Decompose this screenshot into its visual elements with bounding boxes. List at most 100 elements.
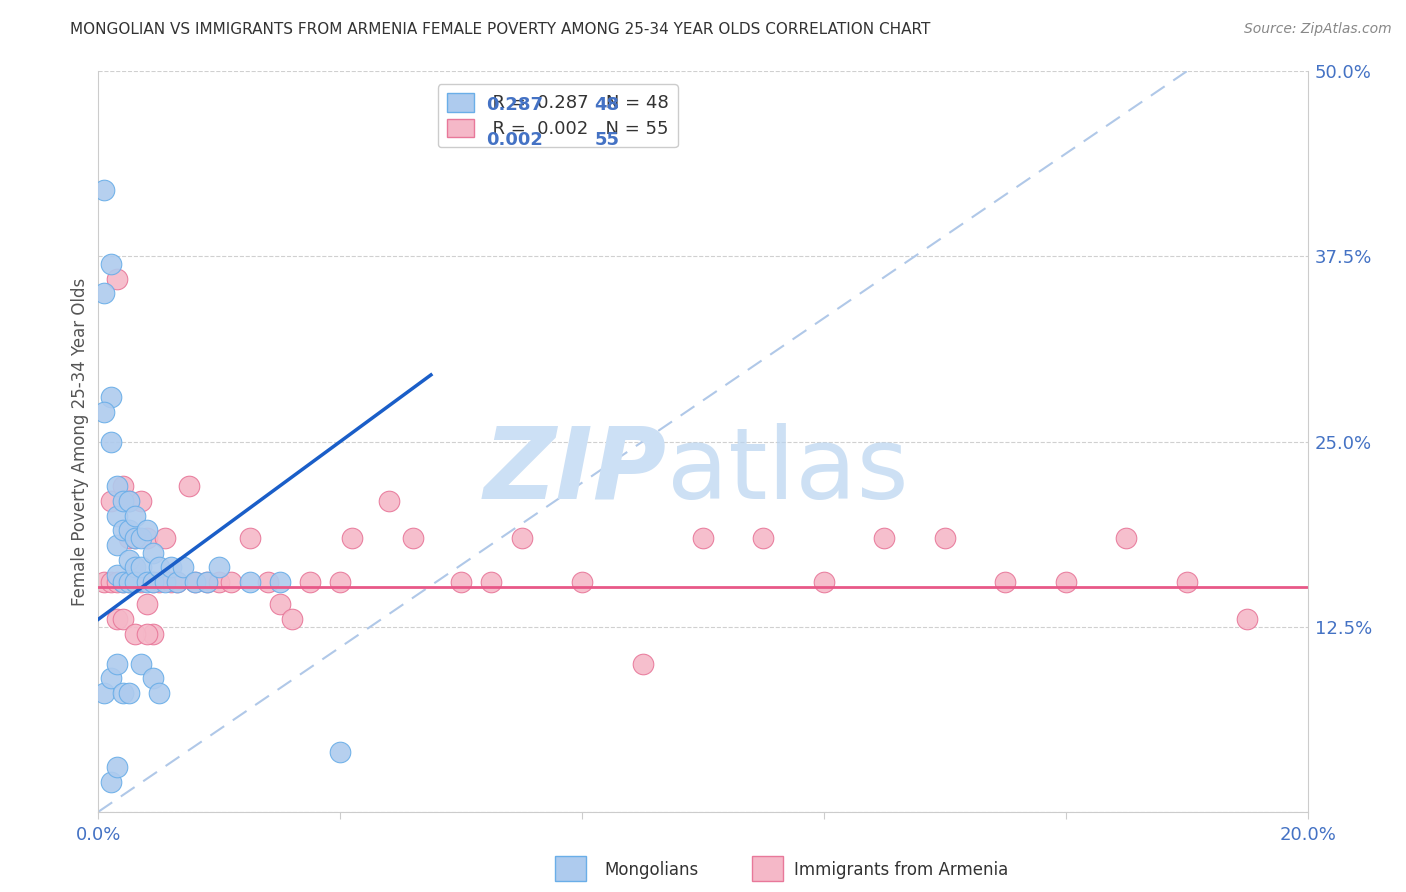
Point bbox=[129, 575, 152, 590]
Point bbox=[111, 479, 134, 493]
Point bbox=[105, 271, 128, 285]
Point bbox=[100, 493, 122, 508]
Point bbox=[184, 575, 207, 590]
Point bbox=[481, 575, 503, 590]
Point bbox=[269, 575, 291, 590]
Point bbox=[239, 575, 262, 590]
Point bbox=[111, 686, 134, 700]
Point bbox=[100, 775, 122, 789]
Point bbox=[402, 531, 425, 545]
Point bbox=[1054, 575, 1077, 590]
Point bbox=[111, 524, 134, 538]
Text: Mongolians: Mongolians bbox=[605, 861, 699, 879]
Point bbox=[148, 560, 170, 574]
Text: atlas: atlas bbox=[666, 423, 908, 520]
Point bbox=[100, 390, 122, 404]
Point bbox=[105, 760, 128, 774]
Point bbox=[1115, 531, 1137, 545]
Point bbox=[129, 531, 152, 545]
Point bbox=[105, 657, 128, 671]
Text: 48: 48 bbox=[595, 95, 619, 114]
Point bbox=[166, 575, 188, 590]
Point bbox=[105, 575, 128, 590]
Point bbox=[142, 575, 165, 590]
Point bbox=[1175, 575, 1198, 590]
Point bbox=[118, 524, 141, 538]
Point bbox=[142, 672, 165, 686]
Point bbox=[135, 598, 157, 612]
Point bbox=[135, 531, 157, 545]
Point bbox=[342, 531, 364, 545]
Point bbox=[329, 746, 352, 760]
Point bbox=[100, 257, 122, 271]
Text: 55: 55 bbox=[595, 131, 619, 149]
Point bbox=[118, 575, 141, 590]
Point bbox=[179, 479, 201, 493]
Point bbox=[631, 657, 654, 671]
Point bbox=[105, 479, 128, 493]
Point bbox=[195, 575, 218, 590]
Point bbox=[118, 493, 141, 508]
Legend:   R =  0.287   N = 48,   R =  0.002   N = 55: R = 0.287 N = 48, R = 0.002 N = 55 bbox=[437, 84, 678, 147]
Point bbox=[184, 575, 207, 590]
Text: 0.002: 0.002 bbox=[486, 131, 544, 149]
Point bbox=[172, 560, 194, 574]
Point bbox=[111, 612, 134, 626]
Point bbox=[135, 627, 157, 641]
Text: ZIP: ZIP bbox=[484, 423, 666, 520]
Point bbox=[269, 598, 291, 612]
Text: Immigrants from Armenia: Immigrants from Armenia bbox=[794, 861, 1008, 879]
Point bbox=[510, 531, 533, 545]
Point bbox=[153, 531, 176, 545]
Point bbox=[329, 575, 352, 590]
Point bbox=[111, 575, 134, 590]
Point bbox=[118, 531, 141, 545]
Point bbox=[160, 575, 183, 590]
Point bbox=[571, 575, 593, 590]
Point bbox=[135, 524, 157, 538]
Point bbox=[221, 575, 243, 590]
Point bbox=[873, 531, 896, 545]
Point bbox=[142, 546, 165, 560]
Point bbox=[129, 657, 152, 671]
Point bbox=[256, 575, 278, 590]
Point bbox=[281, 612, 304, 626]
Text: 0.287: 0.287 bbox=[486, 95, 544, 114]
Point bbox=[105, 508, 128, 523]
Point bbox=[124, 508, 146, 523]
Point bbox=[105, 538, 128, 552]
Point bbox=[118, 493, 141, 508]
Point bbox=[166, 575, 188, 590]
Text: MONGOLIAN VS IMMIGRANTS FROM ARMENIA FEMALE POVERTY AMONG 25-34 YEAR OLDS CORREL: MONGOLIAN VS IMMIGRANTS FROM ARMENIA FEM… bbox=[70, 22, 931, 37]
Point bbox=[124, 575, 146, 590]
Point bbox=[450, 575, 472, 590]
Point bbox=[93, 286, 115, 301]
Point bbox=[692, 531, 714, 545]
Point bbox=[118, 686, 141, 700]
Point bbox=[160, 560, 183, 574]
Point bbox=[148, 686, 170, 700]
Point bbox=[124, 627, 146, 641]
Point bbox=[148, 575, 170, 590]
Point bbox=[129, 493, 152, 508]
Text: Source: ZipAtlas.com: Source: ZipAtlas.com bbox=[1244, 22, 1392, 37]
Point bbox=[752, 531, 775, 545]
Point bbox=[124, 531, 146, 545]
Point bbox=[299, 575, 322, 590]
Point bbox=[118, 575, 141, 590]
Point bbox=[934, 531, 956, 545]
Point bbox=[93, 183, 115, 197]
Point bbox=[208, 560, 231, 574]
Point bbox=[129, 560, 152, 574]
Point bbox=[195, 575, 218, 590]
Point bbox=[135, 575, 157, 590]
Point bbox=[105, 612, 128, 626]
Point bbox=[153, 575, 176, 590]
Point bbox=[124, 531, 146, 545]
Point bbox=[124, 560, 146, 574]
Point bbox=[100, 434, 122, 449]
Point bbox=[93, 686, 115, 700]
Point bbox=[239, 531, 262, 545]
Point bbox=[142, 575, 165, 590]
Point bbox=[377, 493, 399, 508]
